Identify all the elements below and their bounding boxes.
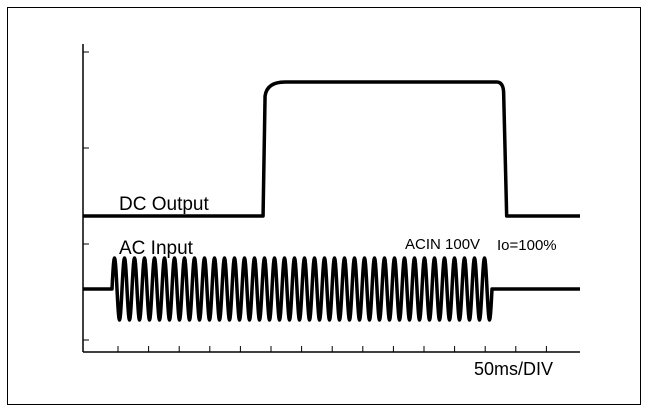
x-ticks bbox=[117, 346, 547, 352]
acin-condition-label: ACIN 100V bbox=[405, 236, 480, 253]
time-scale-label: 50ms/DIV bbox=[474, 359, 553, 379]
y-ticks bbox=[83, 51, 89, 341]
chart-frame bbox=[7, 7, 641, 405]
ac-input-line bbox=[83, 256, 580, 322]
load-condition-label: Io=100% bbox=[497, 237, 557, 254]
dc-output-line bbox=[83, 80, 580, 218]
dc-output-label: DC Output bbox=[119, 194, 209, 215]
ac-input-label: AC Input bbox=[119, 238, 194, 259]
